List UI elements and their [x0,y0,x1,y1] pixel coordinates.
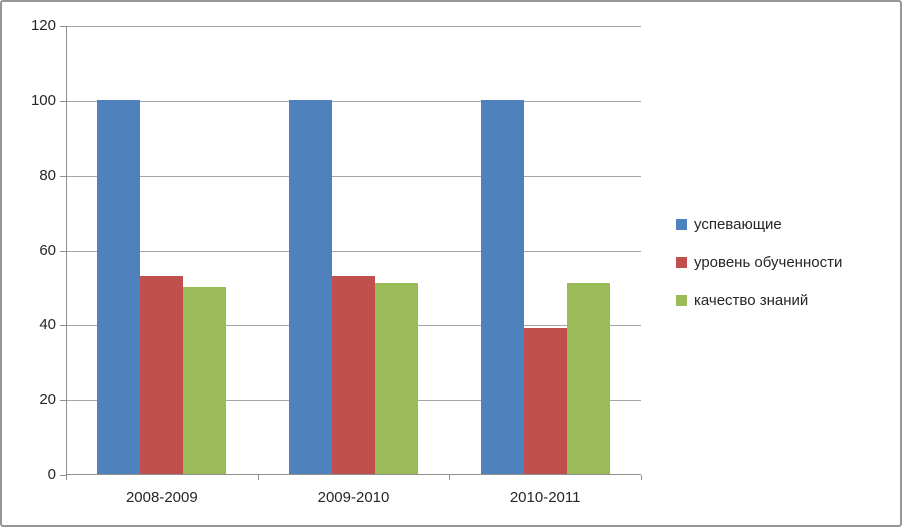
gridline-60 [66,250,641,252]
y-axis-tick [60,175,66,177]
x-axis-label-2010-2011: 2010-2011 [509,489,581,506]
y-axis-label-40: 40 [39,316,56,334]
x-axis-tick [641,475,642,480]
bar-series2-2010-2011 [523,328,567,474]
x-axis-label-2009-2010: 2009-2010 [317,489,390,506]
bar-series3-2009-2010 [375,283,418,474]
bar-series2-2008-2009 [140,275,184,474]
legend: успевающие уровень обученности качество зн… [676,214,842,328]
legend-label: уровень обученности [694,253,843,271]
gridline-120 [66,26,641,27]
y-axis-tick [60,26,66,27]
x-axis-line [66,474,641,475]
x-axis-tick [66,475,67,480]
y-axis-line [66,26,67,475]
bar-series1-2009-2010 [289,99,332,474]
bar-series3-2008-2009 [183,286,227,474]
bar-series2-2009-2010 [332,275,375,474]
legend-item-1: успевающие [676,214,842,234]
y-axis-tick [60,250,66,252]
x-axis-tick [257,475,259,480]
legend-label: успевающие [694,215,782,233]
y-axis-tick [60,400,66,402]
bar-series3-2010-2011 [566,283,610,474]
bar-series1-2010-2011 [480,99,524,474]
legend-item-3: качество знаний [676,290,842,310]
y-axis-tick [60,100,66,102]
legend-label: качество знаний [694,291,809,309]
y-axis-label-100: 100 [30,91,56,109]
x-axis-label-2008-2009: 2008-2009 [125,489,198,506]
y-axis-label-20: 20 [39,391,56,409]
legend-swatch-icon [676,294,687,306]
bar-series1-2008-2009 [97,99,141,474]
x-axis-tick [449,475,451,480]
gridline-100 [66,100,641,102]
y-axis-label-80: 80 [39,166,56,184]
y-axis-label-60: 60 [39,241,56,259]
y-axis-label-120: 120 [30,17,56,34]
legend-swatch-icon [676,218,687,230]
y-axis-tick [60,475,66,476]
legend-swatch-icon [676,256,687,268]
plot-area [66,26,641,475]
gridline-80 [66,175,641,177]
y-axis-label-0: 0 [47,466,56,483]
y-axis-tick [60,325,66,327]
legend-item-2: уровень обученности [676,252,842,272]
